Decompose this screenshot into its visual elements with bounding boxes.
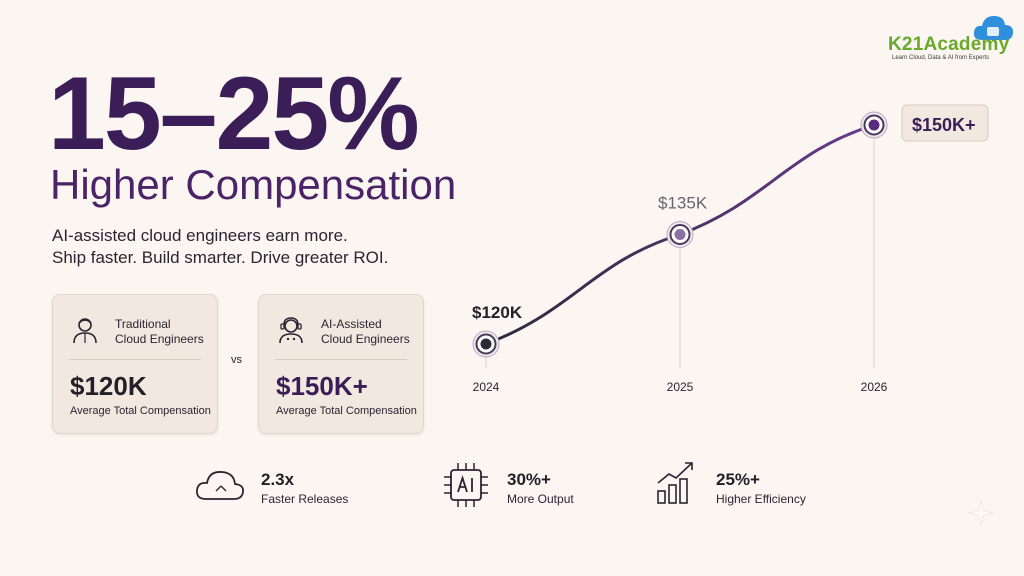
stat-label-efficiency: Higher Efficiency: [716, 492, 806, 506]
ai-engineer-icon: [279, 317, 303, 344]
data-point-halo: [860, 111, 888, 139]
stat-label-output: More Output: [507, 492, 574, 506]
brand-tagline: Learn Cloud, Data & AI from Experts: [892, 55, 990, 61]
headline-percent: 15–25%: [48, 56, 420, 172]
engineer-icon: [73, 318, 97, 344]
stat-label-releases: Faster Releases: [261, 492, 349, 506]
traditional-caption: Average Total Compensation: [70, 405, 211, 417]
data-point-ring: [669, 224, 691, 245]
data-label: $150K+: [912, 115, 976, 135]
data-point-halo: [472, 330, 500, 358]
traditional-card-title: Traditional Cloud Engineers: [115, 317, 204, 346]
series-line: [485, 123, 875, 346]
data-point-halo: [666, 221, 694, 248]
data-point: [480, 338, 492, 350]
tagline-line-1: AI-assisted cloud engineers earn more.: [52, 226, 348, 245]
card-divider: [69, 359, 201, 360]
headline-subtitle: Higher Compensation: [50, 161, 457, 208]
data-label: $135K: [658, 194, 708, 213]
x-tick-label: 2025: [667, 380, 694, 394]
x-tick-label: 2024: [473, 380, 500, 394]
brand-name: K21Academy: [888, 34, 1010, 55]
sparkle-icon: [968, 500, 994, 526]
cloud-icon: [196, 471, 244, 500]
stat-value-output: 30%+: [507, 470, 551, 489]
data-point-ring: [863, 114, 885, 136]
card-divider: [275, 359, 407, 360]
ai-engineer-card: AI-Assisted Cloud Engineers $150K+ Avera…: [258, 294, 424, 434]
data-label-box: [901, 104, 989, 142]
tagline-line-2: Ship faster. Build smarter. Drive greate…: [52, 248, 389, 267]
data-point-ring: [475, 333, 497, 355]
ai-card-title: AI-Assisted Cloud Engineers: [321, 317, 410, 346]
tagline: AI-assisted cloud engineers earn more. S…: [52, 225, 388, 269]
data-point: [868, 119, 880, 131]
data-point: [674, 229, 686, 240]
vs-label: vs: [231, 354, 242, 366]
data-label: $120K: [472, 303, 523, 322]
bar-growth-icon: [657, 462, 693, 504]
traditional-engineer-card: Traditional Cloud Engineers $120K Averag…: [52, 294, 218, 434]
k21-logo-cloud-icon: [973, 16, 1013, 40]
stat-value-releases: 2.3x: [261, 470, 295, 489]
x-tick-label: 2026: [861, 380, 888, 394]
ai-amount: $150K+: [276, 371, 368, 401]
ai-chip-icon: [444, 463, 488, 507]
ai-caption: Average Total Compensation: [276, 405, 417, 417]
traditional-amount: $120K: [70, 371, 147, 401]
stat-value-efficiency: 25%+: [716, 470, 760, 489]
